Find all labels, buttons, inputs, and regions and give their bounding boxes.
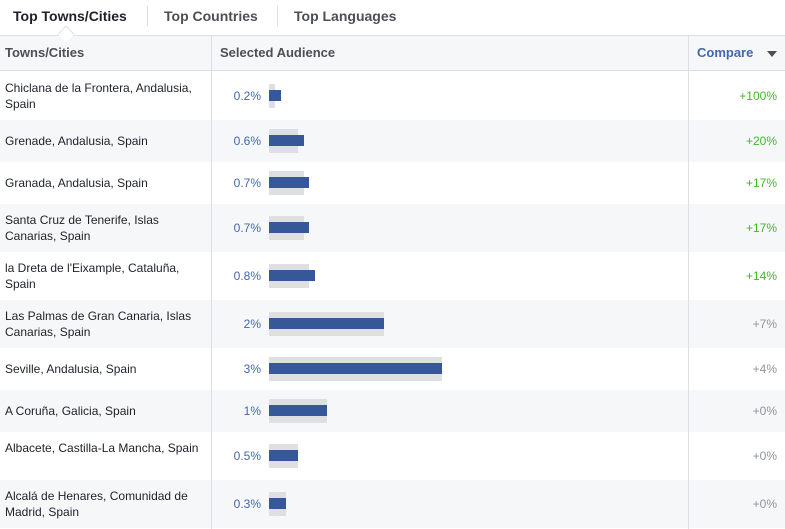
audience-percent: 0.2% [233, 89, 261, 103]
table-row: Chiclana de la Frontera, Andalusia, Spai… [0, 72, 785, 120]
audience-bar [269, 363, 442, 374]
table-row: Albacete, Castilla-La Mancha, Spain 0.5% +… [0, 432, 785, 480]
tab-divider [147, 6, 148, 26]
table-row: Alcalá de Henares, Comunidad de Madrid, … [0, 480, 785, 528]
table-row: Granada, Andalusia, Spain 0.7% +17% [0, 162, 785, 204]
audience-percent: 0.8% [233, 269, 261, 283]
audience-bar [269, 135, 304, 146]
audience-percent: 0.3% [233, 497, 261, 511]
audience-bar [269, 222, 309, 233]
audience-bar [269, 90, 281, 101]
compare-change: +20% [745, 134, 777, 148]
compare-label: Compare [697, 45, 754, 60]
tab-divider [277, 6, 278, 26]
audience-tabs: Top Towns/Cities Top Countries Top Langu… [0, 0, 785, 43]
city-name: Alcalá de Henares, Comunidad de Madrid, … [5, 489, 188, 519]
audience-table: Towns/Cities Selected Audience Compare C… [0, 35, 785, 529]
compare-change: +0% [752, 449, 777, 463]
table-header: Towns/Cities Selected Audience Compare [0, 36, 785, 71]
table-row: Seville, Andalusia, Spain 3% +4% [0, 348, 785, 390]
tab-top-languages[interactable]: Top Languages [294, 8, 397, 24]
compare-change: +17% [745, 176, 777, 190]
audience-bar [269, 270, 315, 281]
compare-dropdown[interactable]: Compare [689, 36, 785, 71]
audience-percent: 0.5% [233, 449, 261, 463]
compare-change: +17% [745, 221, 777, 235]
audience-percent: 0.6% [233, 134, 261, 148]
table-row: Las Palmas de Gran Canaria, Islas Canari… [0, 300, 785, 348]
header-towns-cities: Towns/Cities [5, 45, 85, 60]
compare-change: +100% [739, 89, 777, 103]
city-name: A Coruña, Galicia, Spain [5, 404, 136, 418]
audience-percent: 0.7% [233, 176, 261, 190]
city-name: Santa Cruz de Tenerife, Islas Canarias, … [5, 213, 159, 243]
header-selected-audience: Selected Audience [220, 45, 336, 60]
city-name: Granada, Andalusia, Spain [5, 176, 148, 190]
table-row: Grenade, Andalusia, Spain 0.6% +20% [0, 120, 785, 162]
audience-percent: 1% [243, 404, 261, 418]
city-name: Seville, Andalusia, Spain [5, 362, 137, 376]
compare-change: +14% [745, 269, 777, 283]
chevron-down-icon [767, 51, 777, 57]
audience-percent: 3% [243, 362, 261, 376]
tab-top-countries[interactable]: Top Countries [164, 8, 258, 24]
audience-percent: 0.7% [233, 221, 261, 235]
table-row: A Coruña, Galicia, Spain 1% +0% [0, 390, 785, 432]
city-name: Grenade, Andalusia, Spain [5, 134, 148, 148]
city-name: Chiclana de la Frontera, Andalusia, Spai… [5, 81, 192, 111]
city-name: Albacete, Castilla-La Mancha, Spain [5, 441, 199, 455]
compare-change: +0% [752, 404, 777, 418]
audience-bar [269, 177, 309, 188]
compare-change: +7% [752, 317, 777, 331]
column-divider [688, 36, 689, 529]
column-divider [211, 36, 212, 529]
table-row: la Dreta de l'Eixample, Cataluña, Spain 0… [0, 252, 785, 300]
city-name: Las Palmas de Gran Canaria, Islas Canari… [5, 309, 192, 339]
audience-bar [269, 318, 384, 329]
table-row: Santa Cruz de Tenerife, Islas Canarias, … [0, 204, 785, 252]
compare-change: +4% [752, 362, 777, 376]
audience-bar [269, 498, 286, 509]
city-name: la Dreta de l'Eixample, Cataluña, Spain [5, 261, 180, 291]
audience-bar [269, 405, 327, 416]
tab-top-towns-cities[interactable]: Top Towns/Cities [13, 8, 127, 24]
audience-percent: 2% [243, 317, 261, 331]
audience-bar [269, 450, 298, 461]
compare-change: +0% [752, 497, 777, 511]
